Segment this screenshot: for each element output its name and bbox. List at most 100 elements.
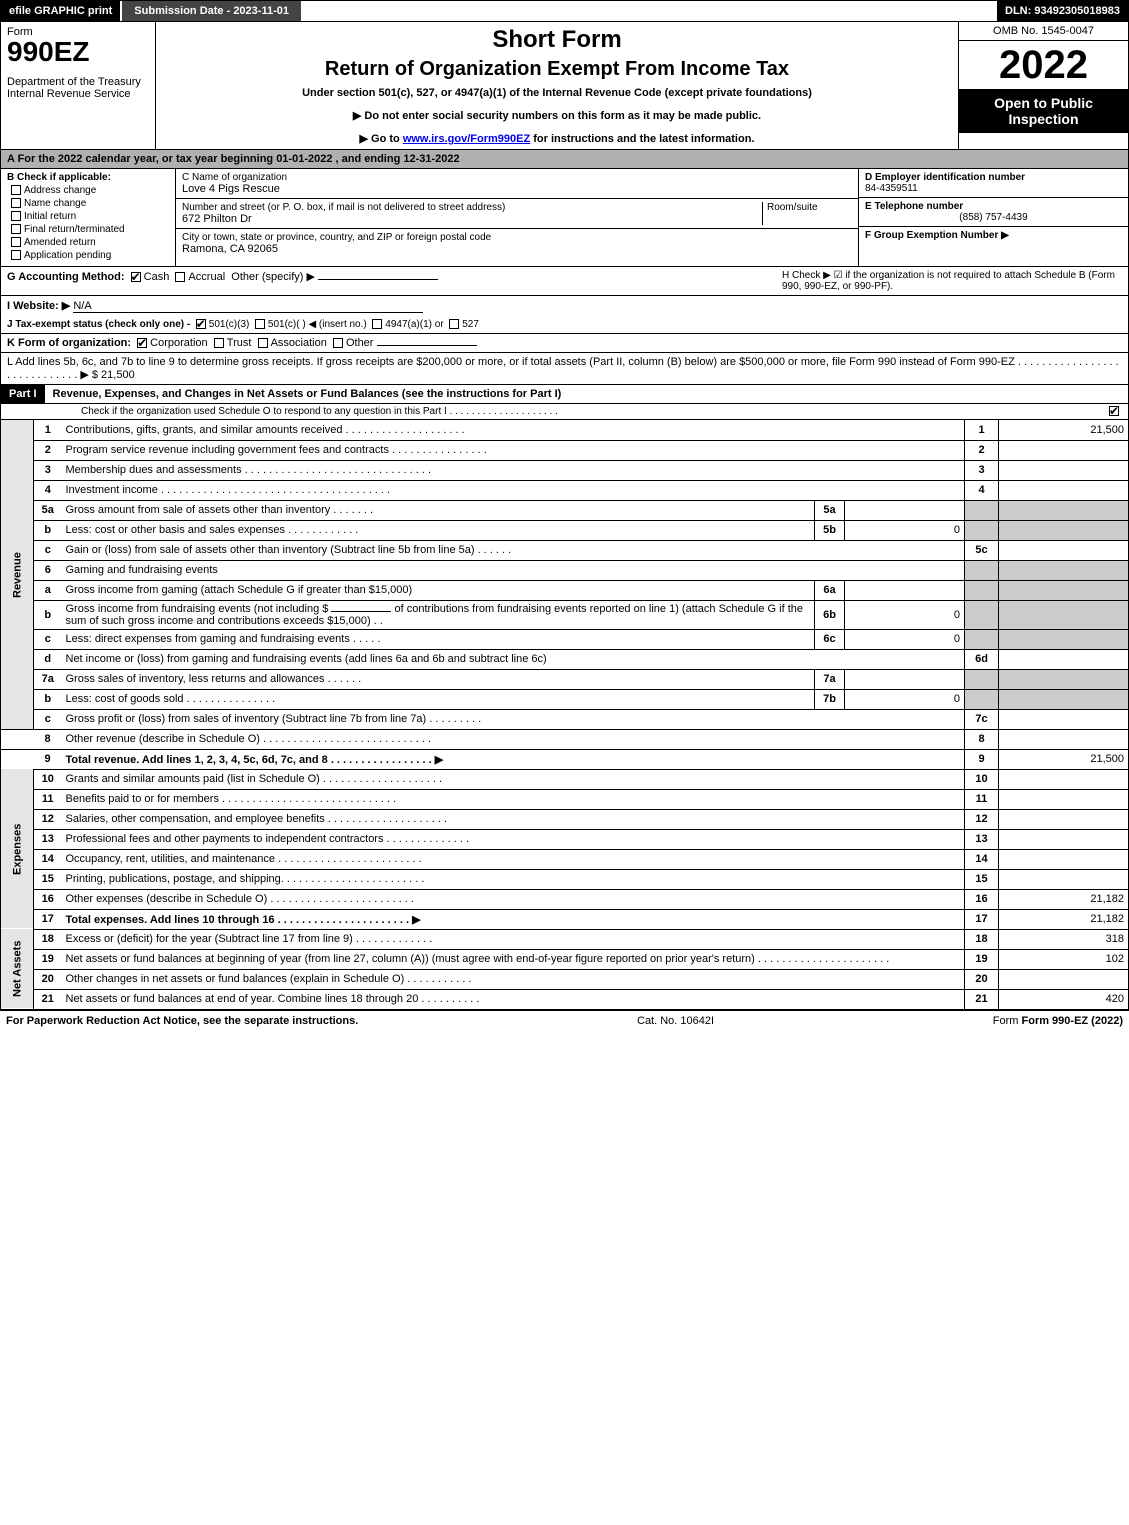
I-val: N/A — [73, 300, 423, 313]
row-17: 17Total expenses. Add lines 10 through 1… — [1, 909, 1129, 929]
partI-sub: Check if the organization used Schedule … — [0, 404, 1129, 420]
footer-right: Form Form 990-EZ (2022) — [993, 1015, 1123, 1027]
D-label: D Employer identification number — [865, 172, 1122, 183]
header-right: OMB No. 1545-0047 2022 Open to Public In… — [958, 22, 1128, 149]
E-label: E Telephone number — [865, 201, 1122, 212]
C-city-val: Ramona, CA 92065 — [182, 243, 852, 255]
col-B: B Check if applicable: Address change Na… — [1, 169, 176, 266]
line-A-text: A For the 2022 calendar year, or tax yea… — [7, 153, 460, 165]
header-left: Form 990EZ Department of the Treasury In… — [1, 22, 156, 149]
J-527[interactable] — [449, 319, 459, 329]
row-9: 9Total revenue. Add lines 1, 2, 3, 4, 5c… — [1, 749, 1129, 769]
B-opt-final[interactable]: Final return/terminated — [11, 224, 169, 235]
partI-scheduleO-check[interactable] — [1109, 406, 1119, 416]
footer-left: For Paperwork Reduction Act Notice, see … — [6, 1015, 358, 1027]
omb-number: OMB No. 1545-0047 — [959, 22, 1128, 41]
row-5b: bLess: cost or other basis and sales exp… — [1, 520, 1129, 540]
G-other-line[interactable] — [318, 279, 438, 280]
col-C: C Name of organization Love 4 Pigs Rescu… — [176, 169, 858, 266]
B-opt-amended[interactable]: Amended return — [11, 237, 169, 248]
J-label: J Tax-exempt status (check only one) - — [7, 319, 190, 330]
footer-mid: Cat. No. 10642I — [637, 1015, 714, 1027]
header-center: Short Form Return of Organization Exempt… — [156, 22, 958, 149]
row-K: K Form of organization: Corporation Trus… — [0, 334, 1129, 353]
J-4947[interactable] — [372, 319, 382, 329]
H-cell: H Check ▶ ☑ if the organization is not r… — [782, 270, 1122, 292]
K-corp[interactable] — [137, 338, 147, 348]
K-other[interactable] — [333, 338, 343, 348]
G-cash-check[interactable] — [131, 272, 141, 282]
row-8: 8Other revenue (describe in Schedule O) … — [1, 729, 1129, 749]
row-7a: 7aGross sales of inventory, less returns… — [1, 669, 1129, 689]
info-row: B Check if applicable: Address change Na… — [0, 169, 1129, 267]
row-4: 4Investment income . . . . . . . . . . .… — [1, 480, 1129, 500]
partI-badge: Part I — [1, 385, 45, 403]
G-label: G Accounting Method: — [7, 271, 125, 283]
row-L: L Add lines 5b, 6c, and 7b to line 9 to … — [0, 353, 1129, 385]
goto-note: ▶ Go to www.irs.gov/Form990EZ for instru… — [162, 132, 952, 145]
J-501c3[interactable] — [196, 319, 206, 329]
I-label: I Website: ▶ — [7, 300, 70, 312]
B-label: B Check if applicable: — [7, 172, 169, 183]
K-assoc[interactable] — [258, 338, 268, 348]
row-21: 21Net assets or fund balances at end of … — [1, 989, 1129, 1009]
short-form-title: Short Form — [162, 26, 952, 54]
irs-link[interactable]: www.irs.gov/Form990EZ — [403, 133, 530, 145]
row-10: Expenses 10Grants and similar amounts pa… — [1, 769, 1129, 789]
row-5a: 5aGross amount from sale of assets other… — [1, 500, 1129, 520]
row-6b: bGross income from fundraising events (n… — [1, 600, 1129, 629]
under-section: Under section 501(c), 527, or 4947(a)(1)… — [162, 87, 952, 99]
top-bar: efile GRAPHIC print Submission Date - 20… — [0, 0, 1129, 22]
row-16: 16Other expenses (describe in Schedule O… — [1, 889, 1129, 909]
row-19: 19Net assets or fund balances at beginni… — [1, 949, 1129, 969]
dln-label: DLN: 93492305018983 — [997, 1, 1128, 21]
row-6: 6Gaming and fundraising events — [1, 560, 1129, 580]
row-5c: cGain or (loss) from sale of assets othe… — [1, 540, 1129, 560]
J-501c[interactable] — [255, 319, 265, 329]
K-label: K Form of organization: — [7, 337, 131, 349]
row-6d: dNet income or (loss) from gaming and fu… — [1, 649, 1129, 669]
K-other-line[interactable] — [377, 345, 477, 346]
row-GH: G Accounting Method: Cash Accrual Other … — [0, 267, 1129, 296]
G-accrual-check[interactable] — [175, 272, 185, 282]
C-city-label: City or town, state or province, country… — [182, 232, 852, 243]
C-city-cell: City or town, state or province, country… — [176, 229, 858, 258]
lines-table: Revenue 1 Contributions, gifts, grants, … — [0, 420, 1129, 1010]
partI-sub-text: Check if the organization used Schedule … — [81, 406, 558, 417]
B-opt-address[interactable]: Address change — [11, 185, 169, 196]
row-3: 3Membership dues and assessments . . . .… — [1, 460, 1129, 480]
form-header: Form 990EZ Department of the Treasury In… — [0, 22, 1129, 150]
row-6c: cLess: direct expenses from gaming and f… — [1, 629, 1129, 649]
row-18: Net Assets 18Excess or (deficit) for the… — [1, 929, 1129, 949]
row-2: 2Program service revenue including gover… — [1, 440, 1129, 460]
C-street-label: Number and street (or P. O. box, if mail… — [182, 202, 762, 213]
line-A: A For the 2022 calendar year, or tax yea… — [0, 150, 1129, 169]
B-opt-pending[interactable]: Application pending — [11, 250, 169, 261]
C-name-label: C Name of organization — [182, 172, 852, 183]
ssn-note: ▶ Do not enter social security numbers o… — [162, 109, 952, 122]
return-title: Return of Organization Exempt From Incom… — [162, 58, 952, 81]
dept-label: Department of the Treasury Internal Reve… — [7, 76, 149, 100]
form-number: 990EZ — [7, 38, 149, 66]
F-cell: F Group Exemption Number ▶ — [859, 227, 1128, 244]
B-opt-name[interactable]: Name change — [11, 198, 169, 209]
row-11: 11Benefits paid to or for members . . . … — [1, 789, 1129, 809]
efile-label: efile GRAPHIC print — [1, 1, 120, 21]
partI-title: Revenue, Expenses, and Changes in Net As… — [45, 388, 562, 400]
row-14: 14Occupancy, rent, utilities, and mainte… — [1, 849, 1129, 869]
L-text: L Add lines 5b, 6c, and 7b to line 9 to … — [7, 356, 1122, 381]
C-room-label: Room/suite — [767, 202, 852, 213]
B-opt-initial[interactable]: Initial return — [11, 211, 169, 222]
C-street-cell: Number and street (or P. O. box, if mail… — [176, 199, 858, 229]
sidelabel-revenue: Revenue — [1, 420, 34, 729]
F-label: F Group Exemption Number ▶ — [865, 230, 1122, 241]
row-7b: bLess: cost of goods sold . . . . . . . … — [1, 689, 1129, 709]
sidelabel-netassets: Net Assets — [1, 929, 34, 1009]
partI-header: Part I Revenue, Expenses, and Changes in… — [0, 385, 1129, 404]
K-trust[interactable] — [214, 338, 224, 348]
col-DEF: D Employer identification number 84-4359… — [858, 169, 1128, 266]
row-7c: cGross profit or (loss) from sales of in… — [1, 709, 1129, 729]
row-13: 13Professional fees and other payments t… — [1, 829, 1129, 849]
row-15: 15Printing, publications, postage, and s… — [1, 869, 1129, 889]
page-footer: For Paperwork Reduction Act Notice, see … — [0, 1010, 1129, 1031]
